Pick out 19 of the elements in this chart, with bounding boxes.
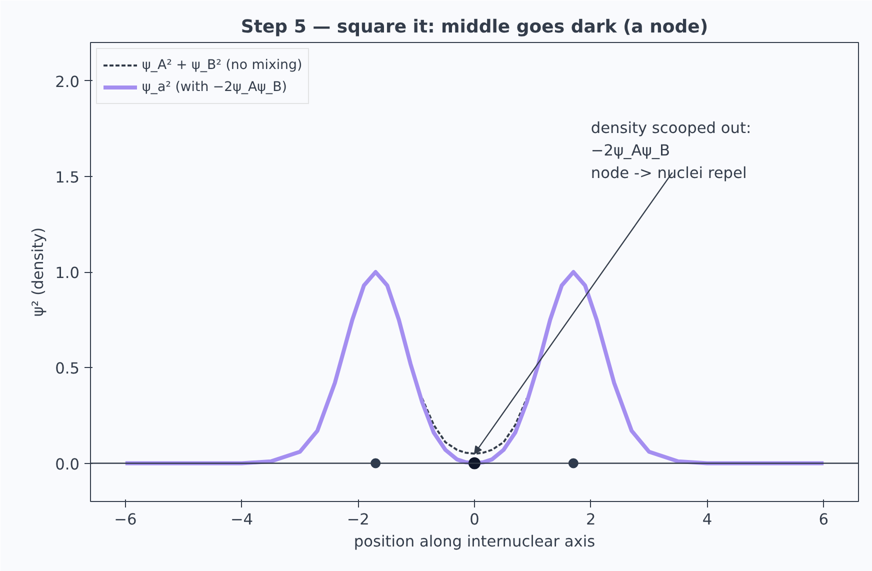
- y-tick-label: 0.5: [55, 360, 80, 378]
- y-tick-label: 1.0: [55, 264, 80, 282]
- x-tick-label: 0: [470, 510, 480, 528]
- line-series: [421, 397, 528, 455]
- y-axis-title: ψ² (density): [29, 227, 48, 317]
- legend-label: ψ_a² (with −2ψ_Aψ_B): [142, 80, 287, 94]
- annotation: density scooped out: −2ψ_Aψ_B node -> nuclei repel: [590, 119, 752, 182]
- legend-label: ψ_A² + ψ_B² (no mixing): [142, 58, 302, 72]
- y-tick-label: 2.0: [55, 72, 80, 91]
- x-tick-label: 6: [818, 510, 828, 528]
- x-tick-label: 2: [586, 510, 596, 528]
- x-tick-label: 4: [702, 510, 712, 528]
- x-tick-label: −2: [346, 510, 370, 528]
- x-tick-label: −4: [230, 510, 254, 528]
- y-tick-label: 1.5: [55, 168, 80, 186]
- y-tick-label: 0.0: [55, 455, 80, 474]
- x-tick-label: −6: [114, 510, 137, 528]
- chart-title: Step 5 — square it: middle goes dark (a node): [240, 16, 708, 38]
- x-axis-title: position along internuclear axis: [354, 532, 596, 550]
